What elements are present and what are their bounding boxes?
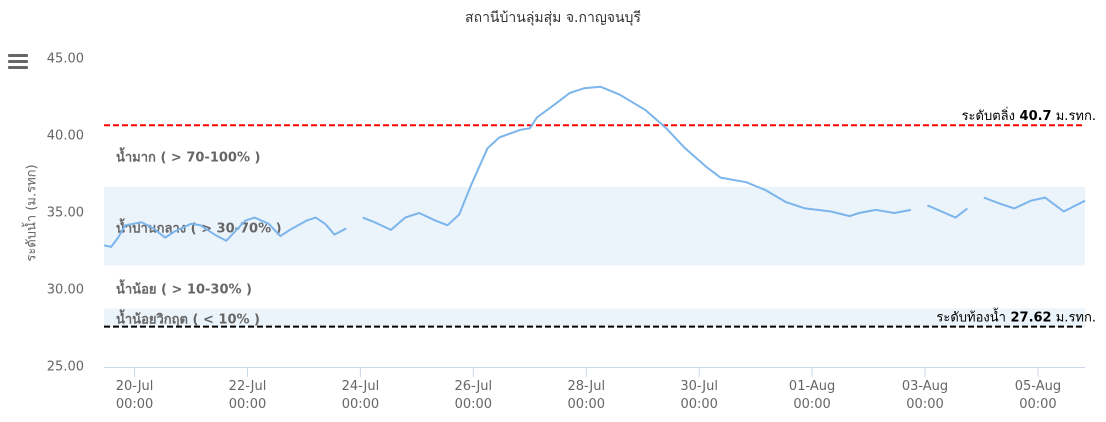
menu-button[interactable] <box>8 54 28 69</box>
plot-line-label: ระดับตลิ่ง 40.7 ม.รทก. <box>962 107 1096 124</box>
y-axis-title: ระดับน้ำ (ม.รทก) <box>22 164 40 261</box>
plot-line-label-part: ระดับตลิ่ง <box>962 107 1015 124</box>
x-tick-label: 01-Aug 00:00 <box>789 379 835 412</box>
plot-line-label-part: ระดับท้องน้ำ <box>936 307 1006 325</box>
band-label: น้ำน้อย ( > 10-30% ) <box>116 279 252 298</box>
menu-bar <box>8 54 28 57</box>
y-tick-label: 30.00 <box>47 283 84 298</box>
y-tick-label: 40.00 <box>47 129 84 144</box>
band-label: น้ำน้อยวิกฤต ( < 10% ) <box>116 309 260 328</box>
y-tick-label: 45.00 <box>47 52 84 67</box>
menu-bar <box>8 66 28 69</box>
plot-line-label: ระดับท้องน้ำ 27.62 ม.รทก. <box>936 307 1096 325</box>
x-tick-label: 30-Jul 00:00 <box>680 379 718 412</box>
plot-line-label-part: 40.7 <box>1015 109 1052 124</box>
band-label: น้ำมาก ( > 70-100% ) <box>116 147 260 166</box>
menu-bar <box>8 60 28 63</box>
series-line <box>103 85 1086 248</box>
chart-title: สถานีบ้านลุ่มสุ่ม จ.กาญจนบุรี <box>465 10 641 26</box>
x-tick-label: 22-Jul 00:00 <box>229 379 267 412</box>
x-tick-label: 24-Jul 00:00 <box>342 379 380 412</box>
y-tick-label: 25.00 <box>47 360 84 375</box>
x-tick-label: 20-Jul 00:00 <box>116 379 154 412</box>
plot-band <box>104 308 1085 327</box>
plot-line-label-part: ม.รทก. <box>1052 310 1096 325</box>
y-tick-label: 35.00 <box>47 206 84 221</box>
plot-line-label-part: ม.รทก. <box>1052 109 1096 124</box>
plot-line-label-part: 27.62 <box>1006 310 1052 325</box>
plot-band <box>104 186 1085 266</box>
x-tick-label: 26-Jul 00:00 <box>455 379 493 412</box>
x-tick-label: 28-Jul 00:00 <box>567 379 605 412</box>
x-tick-label: 03-Aug 00:00 <box>902 379 948 412</box>
x-tick-label: 05-Aug 00:00 <box>1015 379 1061 412</box>
